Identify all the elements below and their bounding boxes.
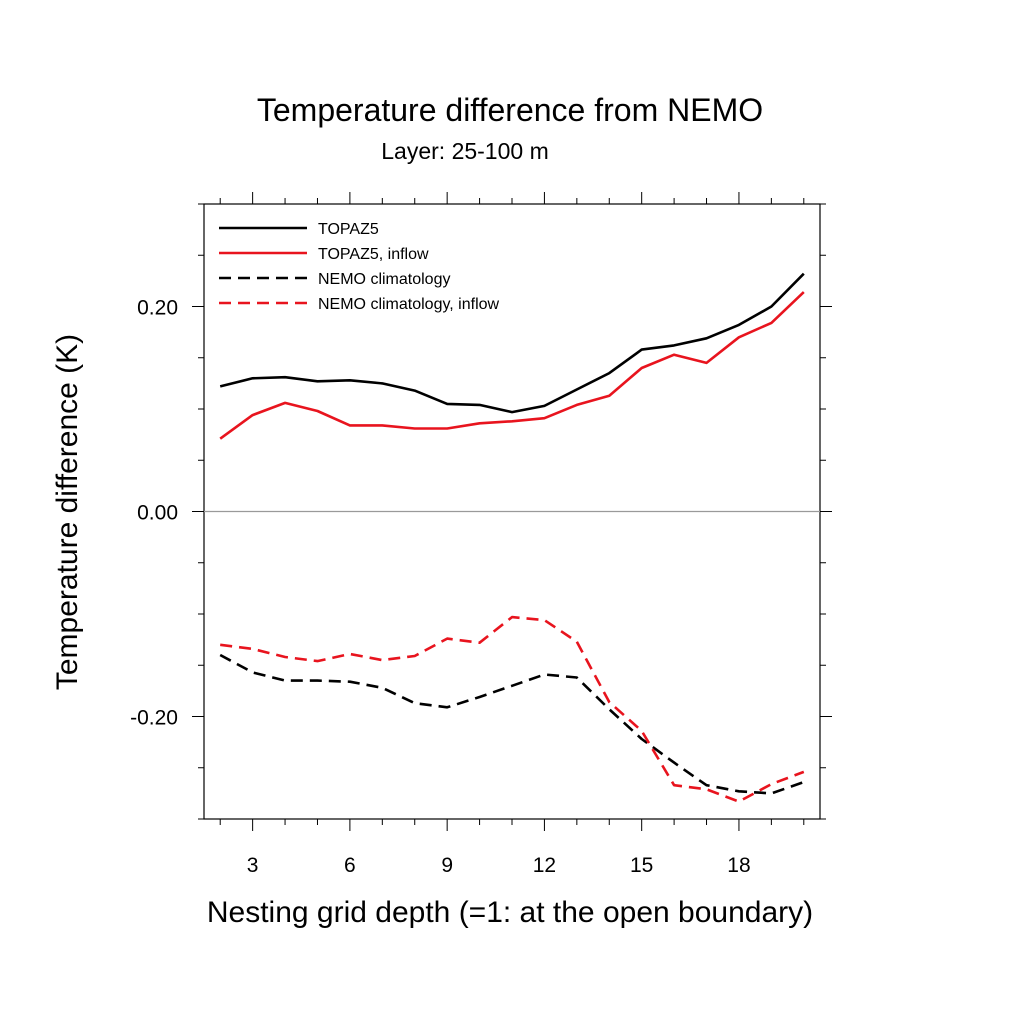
y-tick-label: 0.20 — [137, 297, 178, 320]
series-line-4 — [220, 615, 805, 803]
legend-label: TOPAZ5, inflow — [318, 246, 429, 263]
y-axis-label: Temperature difference (K) — [51, 334, 84, 690]
chart-title: Temperature difference from NEMO — [257, 92, 763, 128]
x-tick-label: 9 — [441, 854, 453, 877]
series-line-2 — [219, 291, 805, 440]
legend-label: NEMO climatology, inflow — [318, 296, 500, 313]
legend: TOPAZ5 TOPAZ5, inflow NEMO climatology NEMO… — [219, 221, 500, 313]
x-axis-label: Nesting grid depth (=1: at the open boun… — [207, 896, 813, 929]
y-tick-label: 0.00 — [137, 502, 178, 525]
chart-subtitle: Layer: 25-100 m — [381, 138, 548, 164]
legend-label: NEMO climatology — [318, 271, 450, 288]
x-tick-label: 6 — [344, 854, 356, 877]
legend-label: TOPAZ5 — [318, 221, 379, 238]
x-tick-label: 3 — [247, 854, 259, 877]
series-line-3 — [219, 653, 805, 795]
x-tick-label: 15 — [630, 854, 653, 877]
series-line-1 — [219, 272, 805, 414]
y-tick-label: -0.20 — [130, 707, 178, 730]
x-tick-label: 18 — [727, 854, 750, 877]
plot-area: 3 6 9 12 15 18 -0.20 0.00 0.20 — [130, 192, 832, 877]
x-tick-label: 12 — [533, 854, 556, 877]
